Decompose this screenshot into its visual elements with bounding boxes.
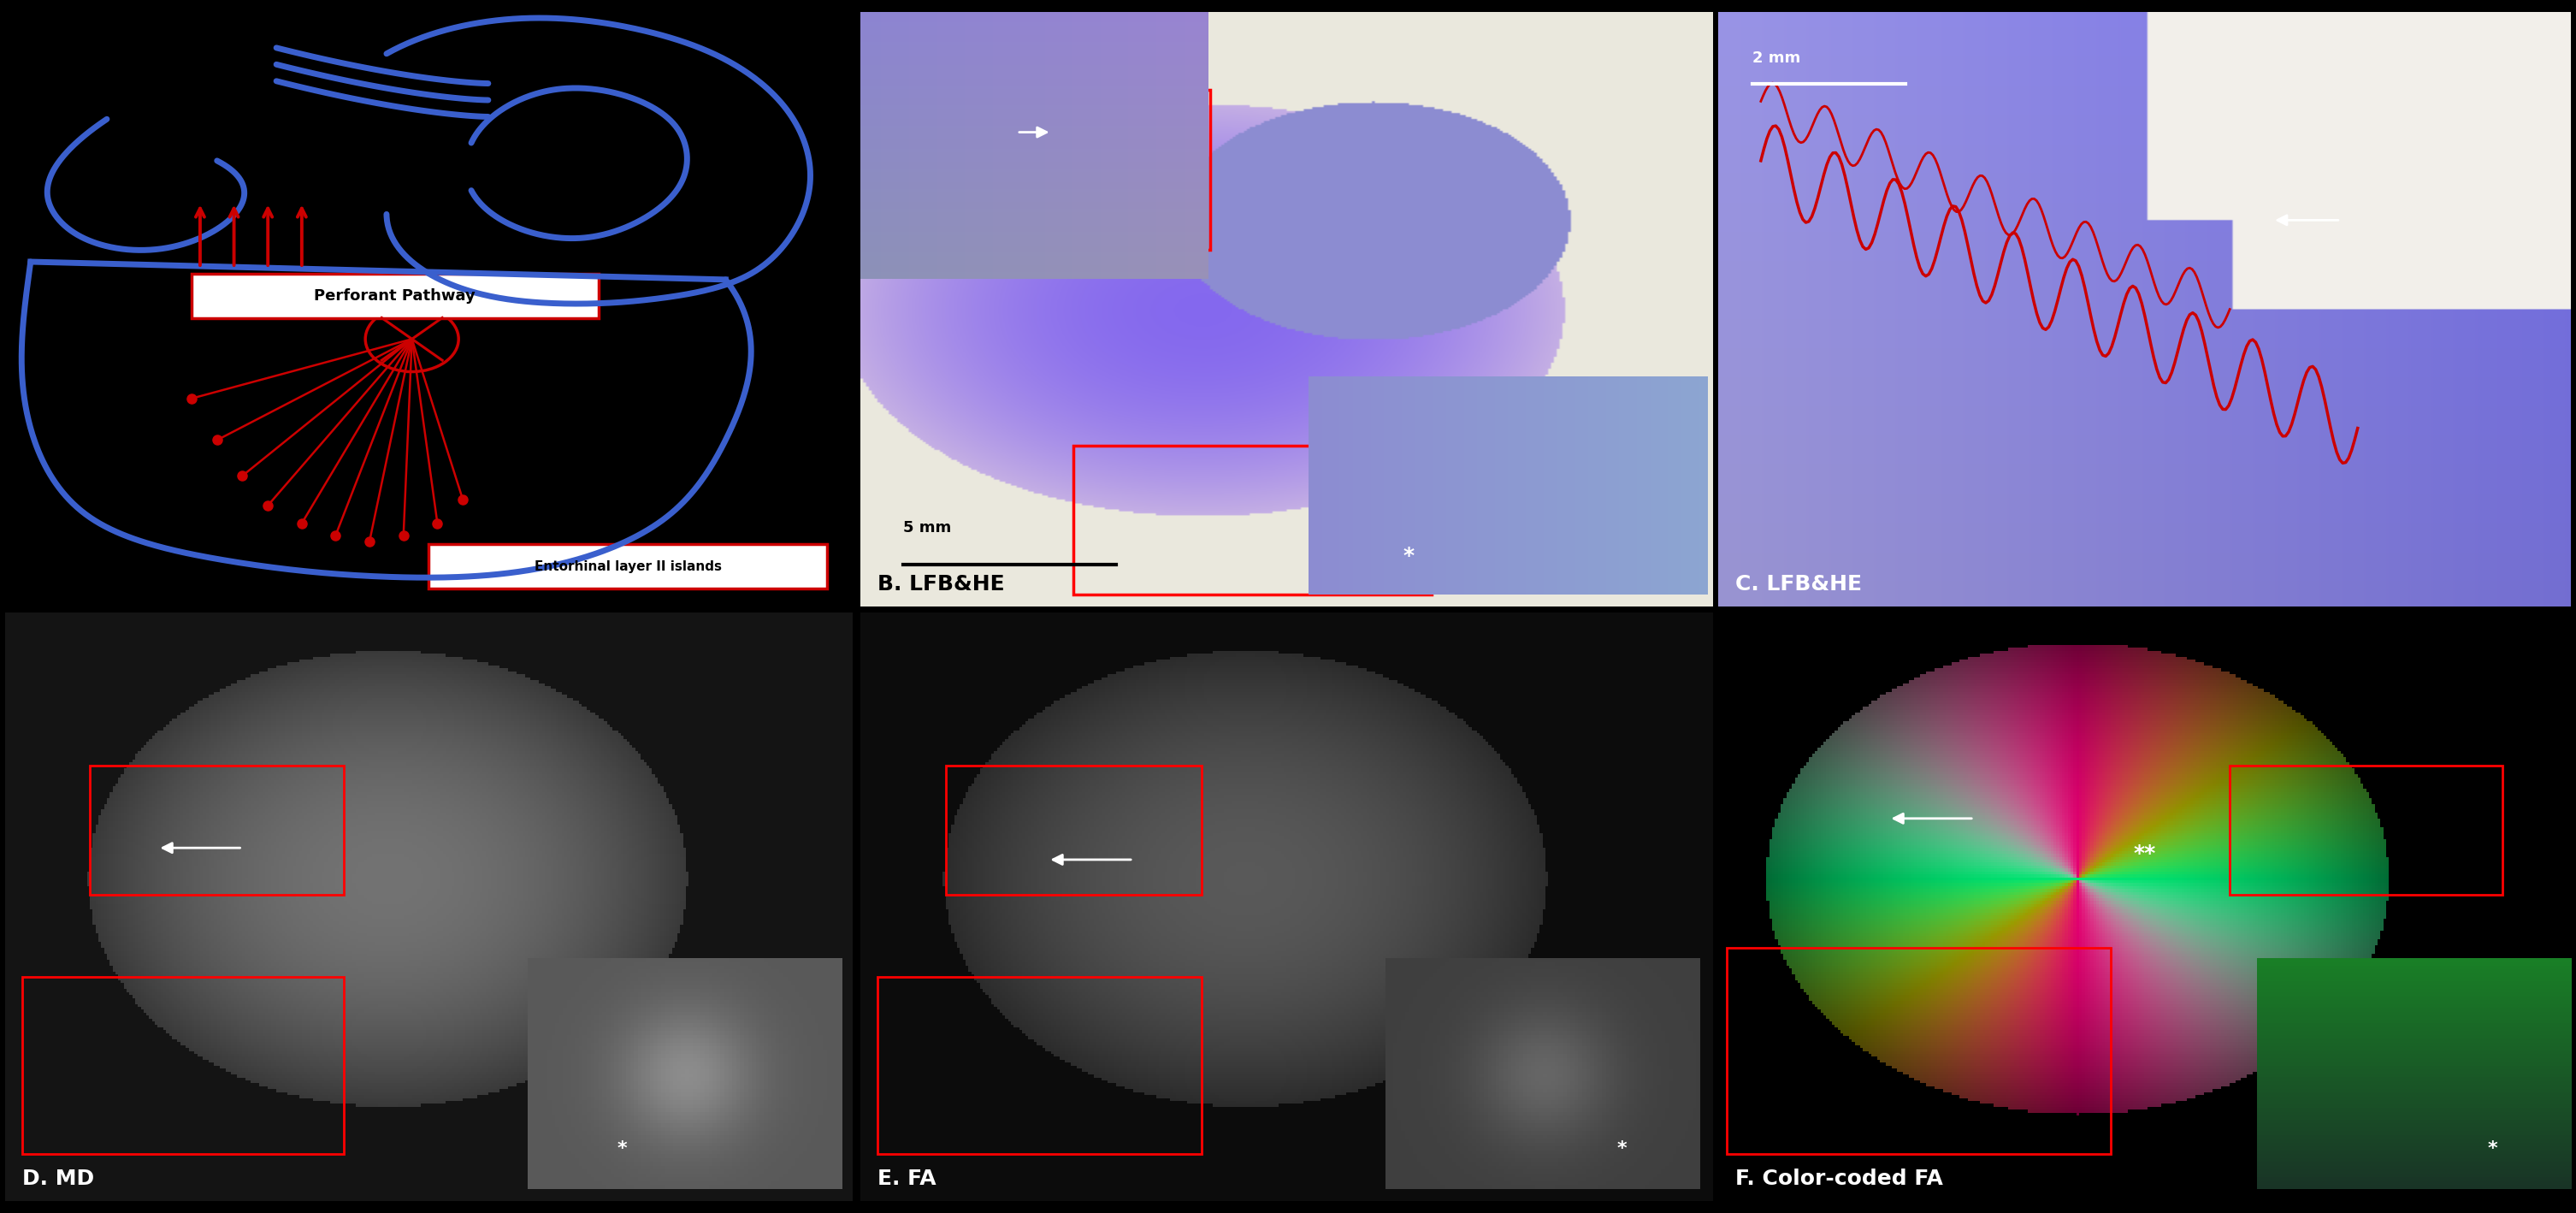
- Text: C. LFB&HE: C. LFB&HE: [1736, 574, 1862, 594]
- Text: SUB: SUB: [410, 241, 448, 258]
- Text: D. MD: D. MD: [23, 1168, 95, 1189]
- Text: F. Color-coded FA: F. Color-coded FA: [1736, 1168, 1942, 1189]
- Text: Fimbria: Fimbria: [322, 30, 399, 47]
- Text: A. Schema: A. Schema: [90, 568, 216, 588]
- Text: Perforant Pathway: Perforant Pathway: [314, 289, 477, 303]
- Bar: [1726, 947, 2110, 1154]
- Text: DG: DG: [100, 182, 129, 199]
- Text: E. FA: E. FA: [878, 1168, 935, 1189]
- Text: *: *: [1404, 546, 1414, 566]
- Bar: [23, 978, 345, 1154]
- Text: AG: AG: [471, 325, 497, 341]
- Text: DG: DG: [559, 153, 587, 169]
- Text: CA1: CA1: [750, 34, 786, 50]
- Text: B. LFB&HE: B. LFB&HE: [878, 574, 1005, 594]
- Text: Entorhinal layer II islands: Entorhinal layer II islands: [533, 560, 721, 573]
- Bar: [894, 90, 1211, 250]
- Text: **: **: [2133, 843, 2156, 864]
- Bar: [428, 545, 827, 588]
- Bar: [2231, 765, 2504, 895]
- Text: 2 mm: 2 mm: [1752, 50, 1801, 66]
- Bar: [1074, 446, 1432, 594]
- Text: *: *: [2488, 1140, 2496, 1157]
- Text: *: *: [1618, 1140, 1625, 1157]
- Text: EC: EC: [59, 389, 85, 408]
- Text: 5 mm: 5 mm: [904, 520, 951, 535]
- Bar: [191, 274, 598, 318]
- Text: *: *: [618, 1140, 629, 1157]
- Text: PC: PC: [629, 391, 652, 406]
- Bar: [878, 978, 1200, 1154]
- Text: PreS: PreS: [98, 224, 142, 240]
- Bar: [945, 765, 1200, 895]
- Bar: [90, 765, 345, 895]
